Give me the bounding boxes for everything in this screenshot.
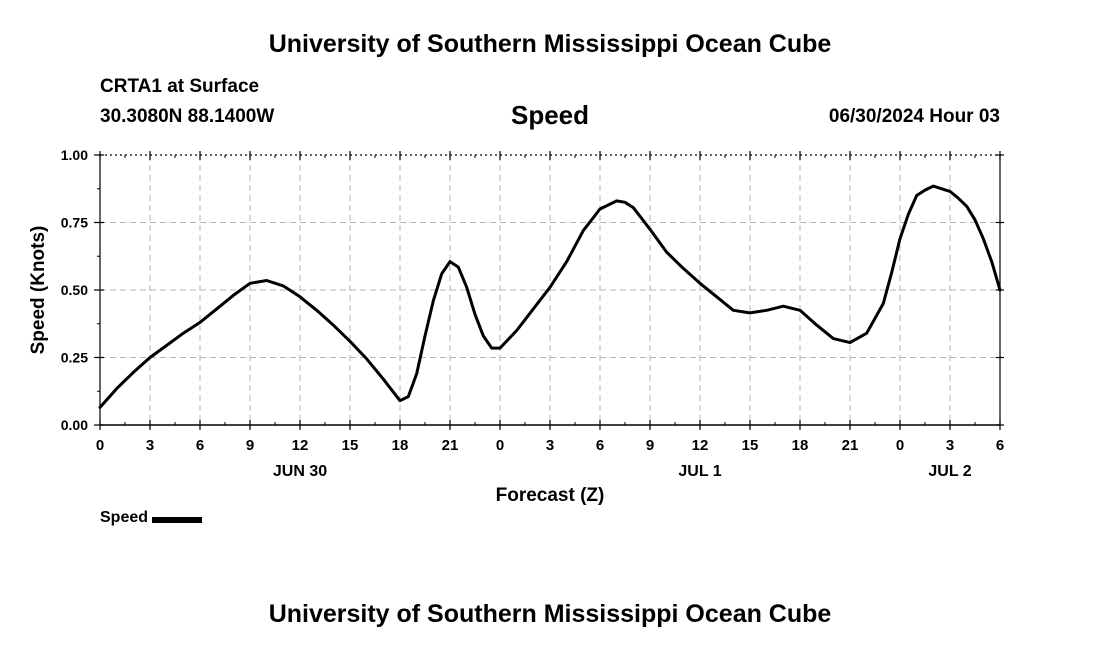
y-axis-title: Speed (Knots) (28, 226, 49, 355)
speed-series-line (98, 184, 1002, 409)
x-tick-label: 18 (792, 437, 809, 454)
x-tick-label: 21 (442, 437, 459, 454)
x-tick-label: 15 (742, 437, 759, 454)
x-tick-label: 0 (96, 437, 104, 454)
y-tick-label: 0.25 (61, 350, 88, 366)
x-tick-label: 9 (646, 437, 654, 454)
x-tick-label: 3 (946, 437, 954, 454)
coordinates-label: 30.3080N 88.1400W (100, 106, 275, 127)
x-tick-label: 9 (246, 437, 254, 454)
y-tick-label: 0.50 (61, 282, 88, 298)
x-axis-title: Forecast (Z) (496, 485, 605, 506)
x-tick-label: 3 (546, 437, 554, 454)
x-tick-label: 12 (692, 437, 709, 454)
day-label: JUN 30 (273, 463, 327, 480)
y-tick-label: 0.00 (61, 417, 88, 433)
legend: Speed (100, 509, 203, 527)
x-tick-label: 6 (196, 437, 204, 454)
x-tick-label: 3 (146, 437, 154, 454)
x-tick-label: 15 (342, 437, 359, 454)
y-tick-label: 1.00 (61, 147, 88, 163)
chart-title: Speed (510, 100, 590, 130)
x-tick-label: 6 (996, 437, 1004, 454)
day-label: JUL 2 (928, 463, 971, 480)
x-tick-label: 0 (496, 437, 504, 454)
legend-label: Speed (100, 509, 149, 526)
x-tick-label: 21 (842, 437, 859, 454)
footer-title: University of Southern Mississippi Ocean… (268, 600, 832, 628)
day-label: JUL 1 (678, 463, 721, 480)
x-tick-label: 12 (292, 437, 309, 454)
page-title: University of Southern Mississippi Ocean… (268, 30, 832, 58)
legend-line-swatch (152, 516, 203, 523)
date-hour-label: 06/30/2024 Hour 03 (828, 106, 1000, 127)
x-tick-label: 0 (896, 437, 904, 454)
x-tick-label: 6 (596, 437, 604, 454)
y-tick-label: 0.75 (61, 215, 88, 231)
x-tick-label: 18 (392, 437, 409, 454)
station-label: CRTA1 at Surface (100, 76, 260, 97)
